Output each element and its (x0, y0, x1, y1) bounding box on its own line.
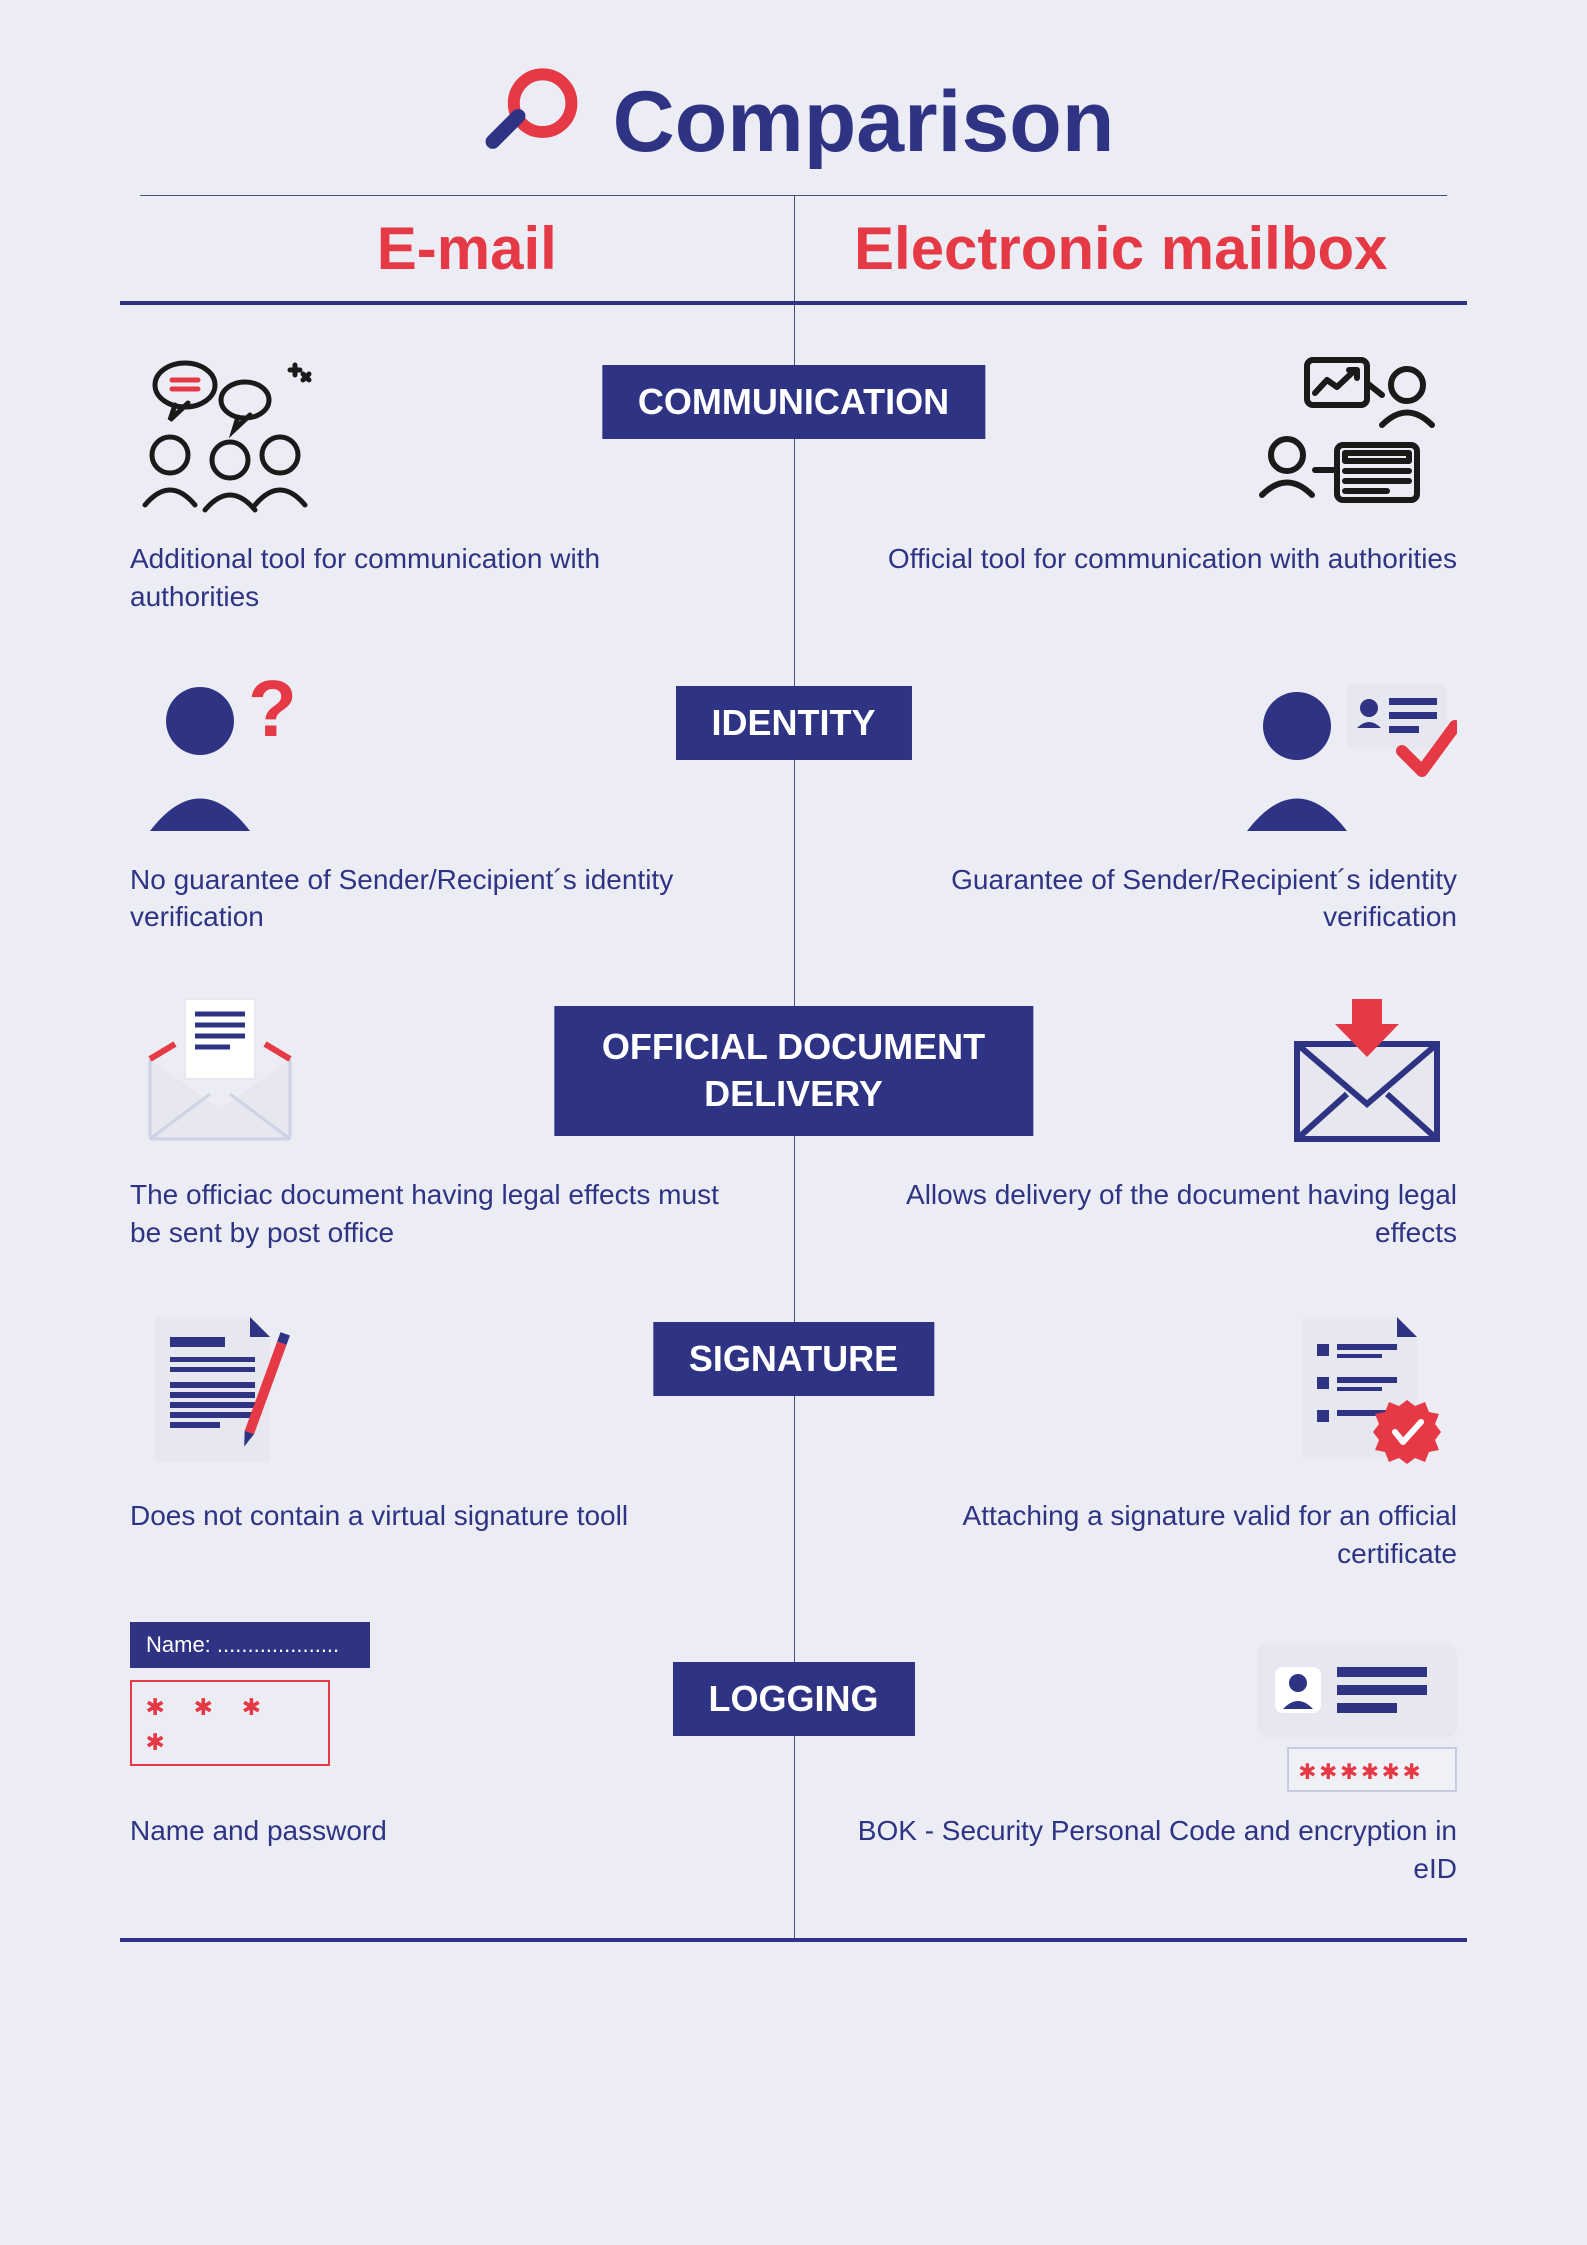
envelope-out-icon (130, 989, 310, 1154)
header-row: Comparison (60, 40, 1527, 195)
desc-row: Does not contain a virtual signature too… (120, 1477, 1467, 1583)
desc-right: Allows delivery of the document having l… (794, 1176, 1468, 1252)
name-field-icon: Name: .................... (130, 1622, 370, 1668)
column-title-left: E-mail (140, 196, 794, 301)
svg-text:?: ? (248, 666, 297, 753)
desc-row: Additional tool for communication with a… (120, 520, 1467, 626)
section-row: COMMUNICATION (120, 305, 1467, 520)
desc-row: No guarantee of Sender/Recipient´s ident… (120, 841, 1467, 947)
desc-left: Does not contain a virtual signature too… (120, 1497, 794, 1573)
section-row: ? IDENTITY (120, 626, 1467, 841)
header: Comparison E-mail Electronic mailbox (60, 40, 1527, 301)
desc-right: Guarantee of Sender/Recipient´s identity… (794, 861, 1468, 937)
desc-left: The officiac document having legal effec… (120, 1176, 794, 1252)
desc-left: Additional tool for communication with a… (120, 540, 794, 616)
column-title-right: Electronic mailbox (794, 196, 1448, 301)
section-badge: IDENTITY (675, 686, 911, 760)
doc-pen-icon (130, 1302, 310, 1477)
people-formal-icon (1237, 345, 1457, 520)
magnifier-icon (473, 60, 593, 185)
columns-header: E-mail Electronic mailbox (140, 195, 1447, 301)
person-question-icon: ? (130, 666, 310, 841)
person-card-check-icon (1227, 666, 1457, 841)
desc-left: Name and password (120, 1812, 794, 1888)
section-row: OFFICIAL DOCUMENT DELIVERY (120, 946, 1467, 1156)
doc-seal-icon (1277, 1302, 1457, 1477)
page-title: Comparison (613, 73, 1115, 172)
footer-rule (120, 1938, 1467, 1942)
section-row: Name: .................... ✱ ✱ ✱ ✱ ✱✱✱✱✱… (120, 1582, 1467, 1792)
desc-right: Attaching a signature valid for an offic… (794, 1497, 1468, 1573)
desc-row: Name and password BOK - Security Persona… (120, 1792, 1467, 1898)
section-row: SIGNATURE (120, 1262, 1467, 1477)
desc-row: The officiac document having legal effec… (120, 1156, 1467, 1262)
section-badge: OFFICIAL DOCUMENT DELIVERY (554, 1006, 1033, 1136)
people-chat-icon (130, 345, 330, 520)
section-badge: COMMUNICATION (602, 365, 985, 439)
envelope-in-icon (1277, 989, 1457, 1154)
eid-card-icon (1257, 1643, 1457, 1737)
section-badge: SIGNATURE (653, 1322, 934, 1396)
content: COMMUNICATION Additional tool for commun… (120, 305, 1467, 1938)
desc-right: BOK - Security Personal Code and encrypt… (794, 1812, 1468, 1888)
password-mask-icon: ✱ ✱ ✱ ✱ (130, 1680, 330, 1766)
desc-left: No guarantee of Sender/Recipient´s ident… (120, 861, 794, 937)
eid-password-mask-icon: ✱✱✱✱✱✱ (1287, 1747, 1457, 1792)
desc-right: Official tool for communication with aut… (794, 540, 1468, 616)
section-badge: LOGGING (673, 1662, 915, 1736)
